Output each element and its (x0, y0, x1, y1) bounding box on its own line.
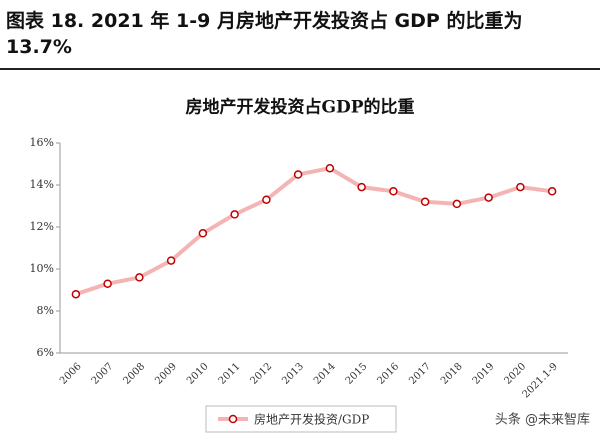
point-marker (103, 279, 112, 288)
x-tick-label: 2016 (375, 361, 401, 387)
point-marker (135, 273, 144, 282)
point-marker (389, 187, 398, 196)
legend-box (205, 405, 397, 433)
x-tick-label: 2019 (471, 361, 497, 387)
x-tick-label: 2017 (407, 361, 433, 387)
y-tick-label: 14% (30, 178, 54, 191)
x-tick-label: 2007 (90, 361, 116, 387)
point-marker (230, 210, 239, 219)
point-marker (71, 289, 81, 299)
x-tick-label: 2013 (280, 361, 306, 387)
point-marker (420, 197, 430, 207)
line-series (75, 166, 553, 297)
point-marker (262, 195, 271, 204)
x-tick-label: 2010 (185, 361, 211, 387)
point-marker (325, 163, 335, 173)
x-tick-label: 2020 (502, 361, 528, 387)
x-tick-label: 2006 (58, 361, 84, 387)
y-tick-label: 16% (30, 136, 54, 149)
point-marker (452, 199, 462, 209)
y-tick-label: 6% (37, 346, 54, 359)
divider (0, 68, 600, 70)
x-tick-label: 2011 (217, 361, 243, 387)
point-marker (484, 193, 493, 202)
x-tick-label: 2021.1-9 (521, 361, 560, 400)
chart-title: 房地产开发投资占GDP的比重 (185, 97, 414, 118)
y-tick-label: 10% (30, 262, 54, 275)
x-tick-label: 2012 (248, 361, 274, 387)
x-tick-label: 2018 (439, 361, 465, 387)
point-marker (166, 256, 176, 265)
x-tick-label: 2015 (344, 361, 370, 387)
y-tick-label: 12% (30, 220, 54, 233)
point-marker (198, 229, 208, 238)
legend-marker (228, 414, 238, 424)
point-marker (547, 187, 557, 196)
figure-caption: 图表 18. 2021 年 1-9 月房地产开发投资占 GDP 的比重为 13.… (6, 10, 523, 58)
y-tick-label: 8% (37, 304, 54, 317)
point-marker (516, 182, 525, 192)
point-marker (357, 182, 366, 192)
x-tick-label: 2014 (312, 361, 338, 387)
x-tick-label: 2008 (121, 361, 147, 387)
point-marker (293, 170, 303, 179)
legend-label: 房地产开发投资/GDP (254, 412, 369, 427)
watermark: 头条 @未来智库 (495, 412, 590, 428)
x-tick-label: 2009 (153, 361, 179, 387)
